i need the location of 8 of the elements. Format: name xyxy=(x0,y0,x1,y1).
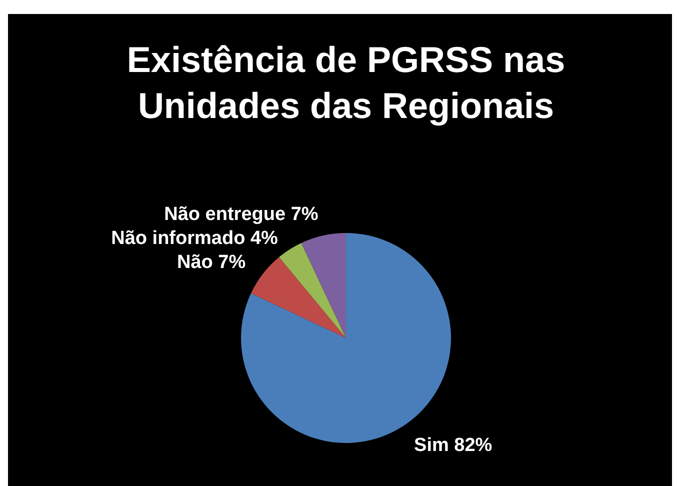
chart-title: Existência de PGRSS nas Unidades das Regionais xyxy=(126,39,566,126)
slice-label: Não informado 4% xyxy=(111,228,278,250)
slice-label: Não entregue 7% xyxy=(164,204,318,226)
pie-slice xyxy=(250,257,346,338)
pie-slice xyxy=(279,242,346,338)
pie-slice xyxy=(301,233,346,338)
slice-label: Não 7% xyxy=(177,252,246,274)
slice-label: Sim 82% xyxy=(414,435,492,456)
